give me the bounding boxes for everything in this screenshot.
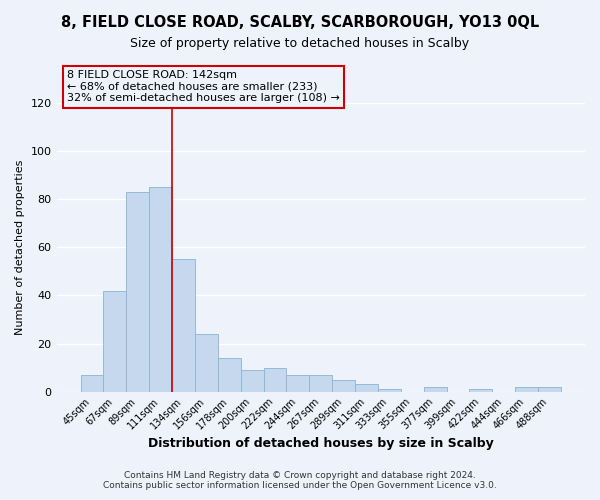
Bar bbox=[263, 368, 286, 392]
Bar bbox=[355, 384, 378, 392]
Bar bbox=[310, 375, 332, 392]
Text: 8 FIELD CLOSE ROAD: 142sqm
← 68% of detached houses are smaller (233)
32% of sem: 8 FIELD CLOSE ROAD: 142sqm ← 68% of deta… bbox=[67, 70, 340, 103]
Text: Size of property relative to detached houses in Scalby: Size of property relative to detached ho… bbox=[130, 38, 470, 51]
Bar bbox=[195, 334, 218, 392]
X-axis label: Distribution of detached houses by size in Scalby: Distribution of detached houses by size … bbox=[148, 437, 494, 450]
Bar bbox=[127, 192, 149, 392]
Text: 8, FIELD CLOSE ROAD, SCALBY, SCARBOROUGH, YO13 0QL: 8, FIELD CLOSE ROAD, SCALBY, SCARBOROUGH… bbox=[61, 15, 539, 30]
Bar bbox=[241, 370, 263, 392]
Bar bbox=[378, 389, 401, 392]
Bar bbox=[424, 387, 446, 392]
Bar bbox=[218, 358, 241, 392]
Bar bbox=[515, 387, 538, 392]
Bar bbox=[103, 290, 127, 392]
Bar bbox=[469, 389, 493, 392]
Bar bbox=[80, 375, 103, 392]
Bar bbox=[286, 375, 310, 392]
Bar bbox=[538, 387, 561, 392]
Bar bbox=[172, 260, 195, 392]
Bar bbox=[149, 188, 172, 392]
Bar bbox=[332, 380, 355, 392]
Y-axis label: Number of detached properties: Number of detached properties bbox=[15, 160, 25, 335]
Text: Contains HM Land Registry data © Crown copyright and database right 2024.
Contai: Contains HM Land Registry data © Crown c… bbox=[103, 470, 497, 490]
